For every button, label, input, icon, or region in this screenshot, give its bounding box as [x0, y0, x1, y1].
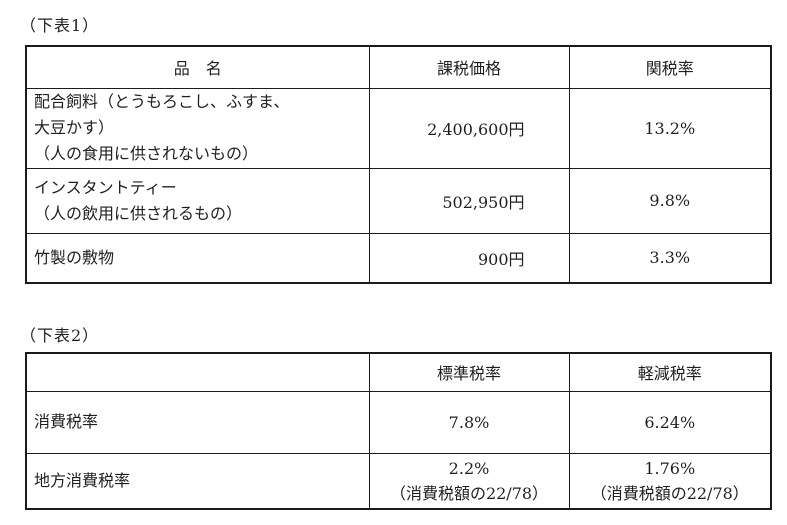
- table1-header-item-name: 品 名: [25, 45, 370, 89]
- tax-category-cell: 消費税率: [25, 390, 370, 454]
- rate-value-line: 2.2%: [448, 458, 490, 478]
- reduced-rate-cell: 1.76% （消費税額の22/78）: [568, 452, 772, 510]
- item-name-line: インスタントティー: [34, 177, 177, 197]
- table1: 品 名 課税価格 関税率 配合飼料（とうもろこし、ふすま、 大豆かす） （人の食…: [25, 45, 772, 284]
- table2-header-blank: [25, 352, 370, 392]
- item-name-line: 竹製の敷物: [34, 247, 115, 267]
- item-name-line: 配合飼料（とうもろこし、ふすま、: [34, 92, 290, 111]
- tariff-rate-cell: 9.8%: [568, 167, 772, 234]
- table-row: 地方消費税率 2.2% （消費税額の22/78） 1.76% （消費税額の22/…: [25, 452, 772, 510]
- table1-header-tariff-rate: 関税率: [568, 45, 772, 89]
- tax-category-cell: 地方消費税率: [25, 452, 370, 510]
- table2: 標準税率 軽減税率 消費税率 7.8% 6.24% 地方消費税率 2.2% （消…: [25, 352, 772, 510]
- table2-header-row: 標準税率 軽減税率: [25, 352, 772, 392]
- item-name-line: 大豆かす）: [34, 118, 115, 137]
- table2-label: （下表2）: [20, 326, 100, 345]
- table1-header-taxable-price: 課税価格: [368, 45, 570, 89]
- taxable-price-cell: 502,950円: [368, 167, 570, 234]
- taxable-price-cell: 2,400,600円: [368, 87, 570, 169]
- item-name-cell: 配合飼料（とうもろこし、ふすま、 大豆かす） （人の食用に供されないもの）: [25, 87, 370, 169]
- tariff-rate-cell: 3.3%: [568, 232, 772, 284]
- table-row: 配合飼料（とうもろこし、ふすま、 大豆かす） （人の食用に供されないもの） 2,…: [25, 87, 772, 169]
- reduced-rate-cell: 6.24%: [568, 390, 772, 454]
- rate-note-line: （消費税額の22/78）: [590, 483, 749, 503]
- table1-label: （下表1）: [20, 16, 100, 35]
- table-row: 竹製の敷物 900円 3.3%: [25, 232, 772, 284]
- taxable-price-cell: 900円: [368, 232, 570, 284]
- item-name-line: （人の飲用に供されるもの）: [34, 203, 243, 223]
- table2-header-reduced-rate: 軽減税率: [568, 352, 772, 392]
- item-name-line: （人の食用に供されないもの）: [34, 144, 259, 163]
- table1-header-row: 品 名 課税価格 関税率: [25, 45, 772, 89]
- item-name-cell: 竹製の敷物: [25, 232, 370, 284]
- table-row: インスタントティー （人の飲用に供されるもの） 502,950円 9.8%: [25, 167, 772, 234]
- rate-note-line: （消費税額の22/78）: [389, 483, 549, 503]
- rate-value-line: 1.76%: [644, 458, 696, 478]
- standard-rate-cell: 2.2% （消費税額の22/78）: [368, 452, 570, 510]
- item-name-cell: インスタントティー （人の飲用に供されるもの）: [25, 167, 370, 234]
- table2-header-standard-rate: 標準税率: [368, 352, 570, 392]
- tariff-rate-cell: 13.2%: [568, 87, 772, 169]
- standard-rate-cell: 7.8%: [368, 390, 570, 454]
- table-row: 消費税率 7.8% 6.24%: [25, 390, 772, 454]
